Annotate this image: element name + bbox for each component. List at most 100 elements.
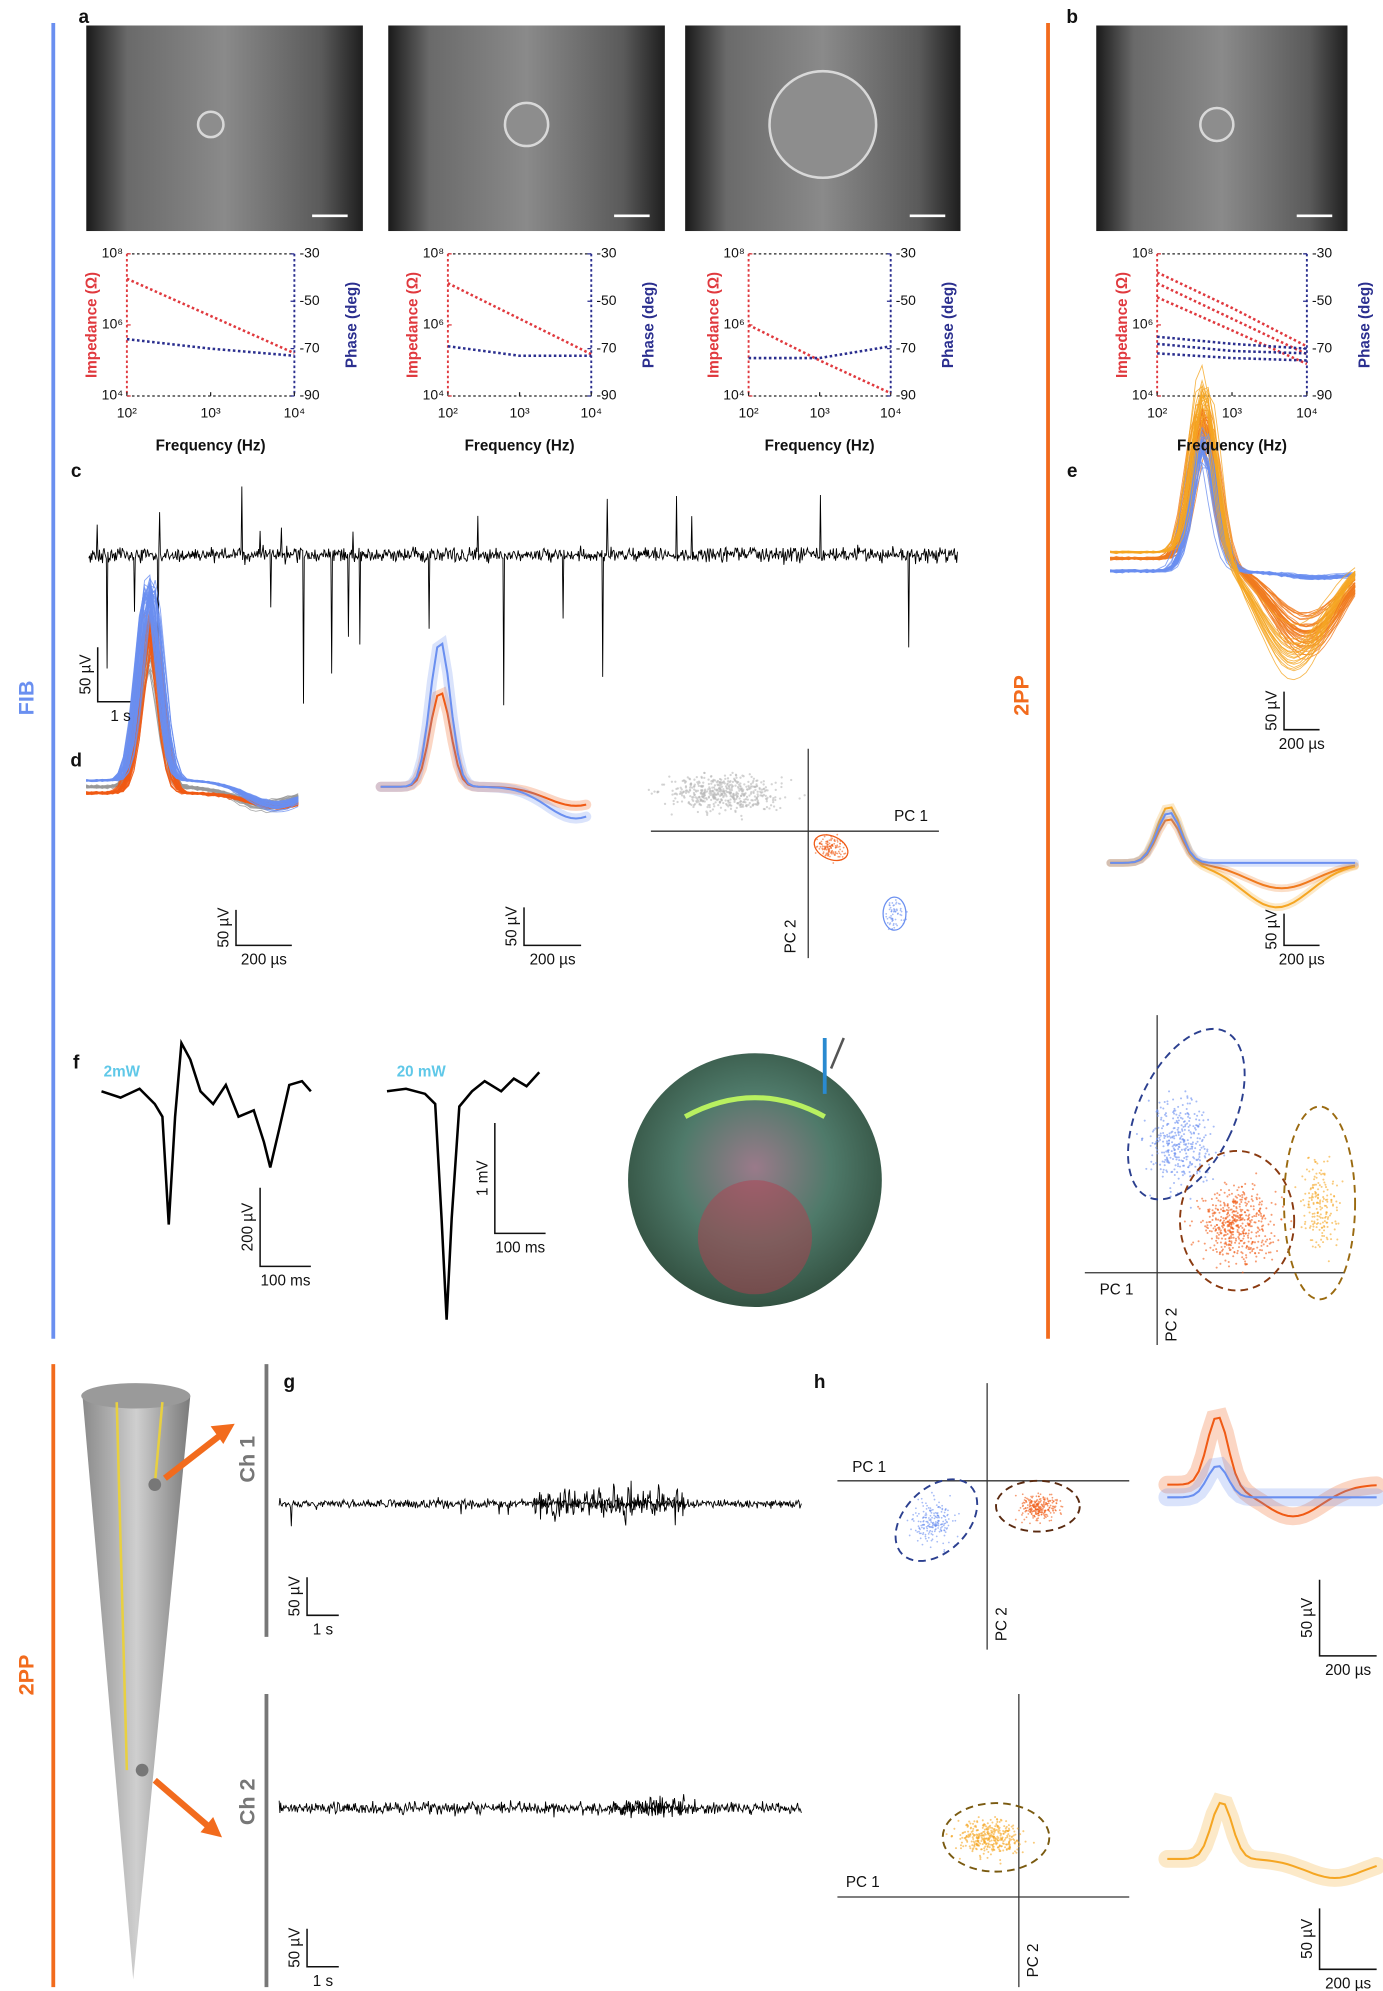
pca-point xyxy=(752,792,754,794)
pca-point xyxy=(1235,1214,1237,1216)
pca-point xyxy=(708,783,710,785)
pca-point xyxy=(923,1532,925,1534)
pca-point xyxy=(1012,1852,1014,1854)
pca-point xyxy=(1247,1235,1249,1237)
pca-point xyxy=(1192,1125,1194,1127)
pca-point xyxy=(1192,1241,1194,1243)
pca-point xyxy=(1027,1507,1029,1509)
pca-point xyxy=(761,789,763,791)
pca-point xyxy=(1235,1203,1237,1205)
pca-point xyxy=(927,1522,929,1524)
waveform xyxy=(86,597,298,802)
f1-scale-h: 100 ms xyxy=(261,1273,311,1290)
pca-point xyxy=(893,911,895,913)
pca-point xyxy=(836,853,838,855)
y-axis-label: Impedance (Ω) xyxy=(84,272,101,378)
g1-scale-h: 1 s xyxy=(313,1622,334,1639)
pca-point xyxy=(1222,1254,1224,1256)
pca-point xyxy=(671,813,673,815)
pca-point xyxy=(1022,1493,1024,1495)
pca-point xyxy=(931,1492,933,1494)
pca-point xyxy=(721,793,723,795)
pca-point xyxy=(1177,1127,1179,1129)
f2-scale-v: 1 mV xyxy=(474,1160,491,1196)
pca-point xyxy=(939,1531,941,1533)
pca-point xyxy=(1000,1845,1002,1847)
pca-point xyxy=(697,811,699,813)
pca-point xyxy=(1043,1499,1045,1501)
pca-point xyxy=(1320,1169,1322,1171)
pca-point xyxy=(990,1853,992,1855)
c-scale-h: 1 s xyxy=(110,708,131,725)
pca-point xyxy=(1024,1502,1026,1504)
pca-point xyxy=(703,772,705,774)
pca-point xyxy=(712,796,714,798)
pca-point xyxy=(1311,1195,1313,1197)
pca-point xyxy=(1030,1505,1032,1507)
pca-point xyxy=(954,1514,956,1516)
pca-point xyxy=(1228,1214,1230,1216)
pca-point xyxy=(1309,1197,1311,1199)
pca-point xyxy=(1195,1124,1197,1126)
pca-point xyxy=(930,1546,932,1548)
pca-point xyxy=(1249,1224,1251,1226)
pca-point xyxy=(990,1844,992,1846)
pca-point xyxy=(1028,1500,1030,1502)
y2-tick-label: -90 xyxy=(596,387,616,403)
pca-point xyxy=(976,1833,978,1835)
e-waveforms-scale-v: 50 µV xyxy=(1264,690,1281,731)
pca-point xyxy=(1015,1495,1017,1497)
probe-site xyxy=(136,1764,149,1777)
pca-point xyxy=(1316,1163,1318,1165)
pca-point xyxy=(824,836,826,838)
pca-point xyxy=(827,846,829,848)
pca-point xyxy=(1189,1148,1191,1150)
pca-point xyxy=(1230,1240,1232,1242)
pca-point xyxy=(664,803,666,805)
pca-point xyxy=(725,790,727,792)
pca-point xyxy=(798,797,800,799)
waveform xyxy=(1110,400,1355,644)
pca-point xyxy=(1231,1233,1233,1235)
pca-point xyxy=(1002,1830,1004,1832)
pca-point xyxy=(940,1529,942,1531)
pca-point xyxy=(1033,1507,1035,1509)
pca-point xyxy=(921,1502,923,1504)
y-tick-label: 10⁶ xyxy=(102,316,123,332)
pca-point xyxy=(931,1512,933,1514)
pca-point xyxy=(1216,1235,1218,1237)
pca-point xyxy=(895,903,897,905)
pca-point xyxy=(1315,1196,1317,1198)
pca-point xyxy=(1252,1188,1254,1190)
pca-point xyxy=(837,856,839,858)
pca-point xyxy=(1248,1201,1250,1203)
y2-tick-label: -30 xyxy=(596,245,616,261)
pca-point xyxy=(1204,1126,1206,1128)
pca-point xyxy=(888,904,890,906)
pca-point xyxy=(1315,1173,1317,1175)
pca-point xyxy=(1160,1133,1162,1135)
waveform xyxy=(1110,439,1355,626)
pca-point xyxy=(1212,1215,1214,1217)
pca-point xyxy=(815,852,817,854)
pca-point xyxy=(1238,1246,1240,1248)
pca-point xyxy=(819,842,821,844)
pca-point xyxy=(1232,1228,1234,1230)
pca-point xyxy=(919,1533,921,1535)
pca-point xyxy=(714,801,716,803)
pca-point xyxy=(688,802,690,804)
pca-point xyxy=(768,807,770,809)
pca-point xyxy=(726,783,728,785)
pca-point xyxy=(1263,1243,1265,1245)
pca-point xyxy=(753,778,755,780)
pca-point xyxy=(1185,1152,1187,1154)
pca-point xyxy=(827,852,829,854)
pca-point xyxy=(945,1508,947,1510)
pca-point xyxy=(1215,1228,1217,1230)
pca-point xyxy=(1221,1238,1223,1240)
pca-point xyxy=(1178,1134,1180,1136)
probe-marker xyxy=(831,1038,844,1068)
pca-point xyxy=(1315,1241,1317,1243)
y-tick-label: 10⁶ xyxy=(1132,316,1153,332)
pca-point xyxy=(1055,1499,1057,1501)
